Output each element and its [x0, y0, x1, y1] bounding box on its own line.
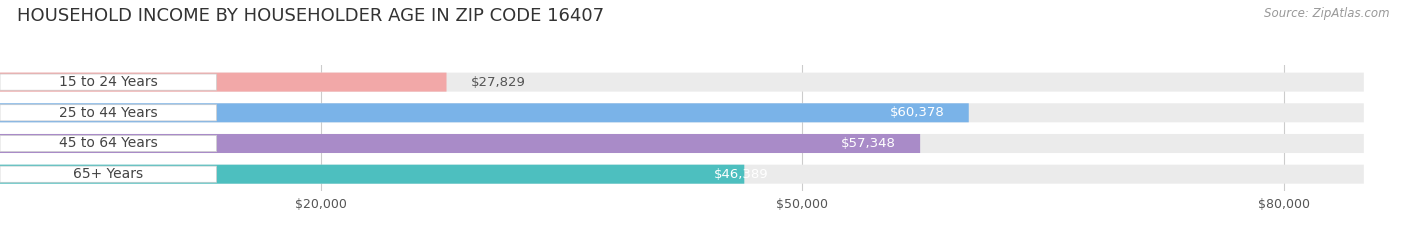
Text: 45 to 64 Years: 45 to 64 Years [59, 137, 157, 151]
FancyBboxPatch shape [0, 165, 744, 184]
FancyBboxPatch shape [0, 73, 1364, 92]
FancyBboxPatch shape [0, 103, 969, 122]
Text: Source: ZipAtlas.com: Source: ZipAtlas.com [1264, 7, 1389, 20]
Text: $27,829: $27,829 [471, 76, 526, 89]
FancyBboxPatch shape [0, 166, 217, 182]
Text: 65+ Years: 65+ Years [73, 167, 143, 181]
Text: $60,378: $60,378 [890, 106, 945, 119]
Text: HOUSEHOLD INCOME BY HOUSEHOLDER AGE IN ZIP CODE 16407: HOUSEHOLD INCOME BY HOUSEHOLDER AGE IN Z… [17, 7, 605, 25]
FancyBboxPatch shape [0, 103, 1364, 122]
FancyBboxPatch shape [0, 134, 1364, 153]
FancyBboxPatch shape [0, 74, 217, 90]
FancyBboxPatch shape [0, 134, 920, 153]
FancyBboxPatch shape [0, 165, 1364, 184]
FancyBboxPatch shape [0, 73, 447, 92]
Text: $57,348: $57,348 [841, 137, 896, 150]
FancyBboxPatch shape [0, 135, 217, 152]
Text: $46,389: $46,389 [714, 168, 768, 181]
Text: 15 to 24 Years: 15 to 24 Years [59, 75, 157, 89]
Text: 25 to 44 Years: 25 to 44 Years [59, 106, 157, 120]
FancyBboxPatch shape [0, 105, 217, 121]
